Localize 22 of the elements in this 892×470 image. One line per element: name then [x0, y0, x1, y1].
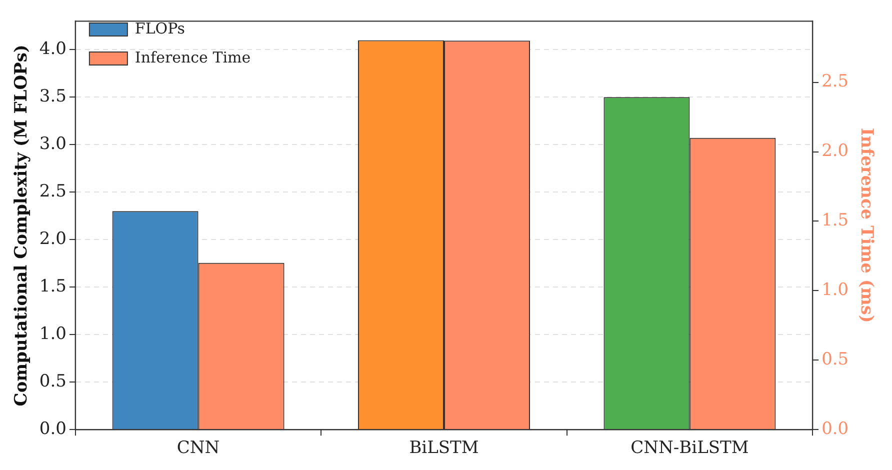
y-axis-title: Computational Complexity (M FLOPs) [12, 44, 32, 406]
y-tick-label: 3.0 [39, 134, 66, 154]
y-tick-label: 1.0 [39, 324, 66, 344]
y-tick-label: 2.0 [39, 229, 66, 250]
y2-axis-title: Inference Time (ms) [856, 128, 876, 323]
y2-tick-label: 2.0 [822, 141, 849, 162]
legend-label: Inference Time [134, 48, 251, 66]
y2-tick-label: 2.5 [822, 72, 849, 92]
y2-tick-label: 1.0 [822, 280, 849, 300]
y-tick-label: 3.5 [39, 86, 66, 107]
y-tick-label: 0.0 [39, 419, 66, 440]
x-tick-label: BiLSTM [409, 438, 479, 458]
y-tick-label: 0.5 [39, 372, 66, 392]
x-tick-label: CNN [176, 438, 220, 458]
legend-label: FLOPs [134, 19, 185, 38]
y-tick-label: 2.5 [39, 182, 66, 202]
y2-tick-label: 1.5 [822, 210, 849, 231]
y2-tick-label: 0.5 [822, 350, 849, 370]
y-tick-label: 4.0 [39, 39, 66, 60]
x-tick-label: CNN-BiLSTM [630, 438, 749, 458]
y-tick-label: 1.5 [39, 276, 66, 297]
y2-tick-label: 0.0 [822, 419, 849, 440]
